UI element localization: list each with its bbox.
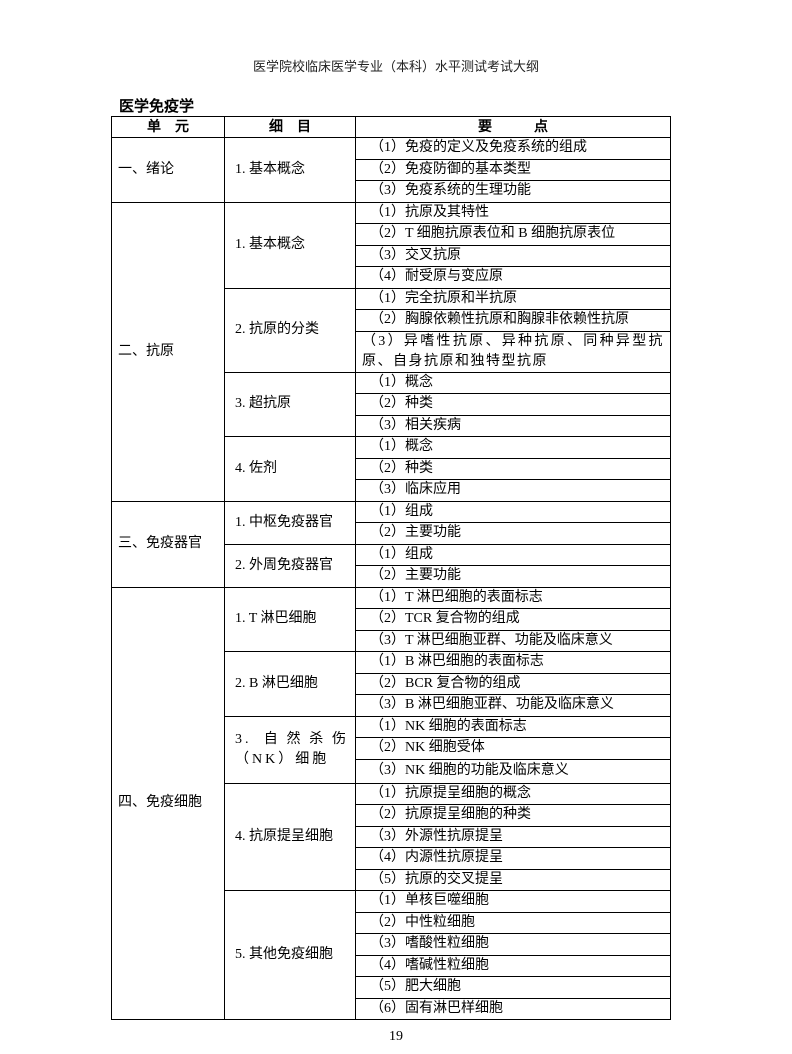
point-cell: （1）T 淋巴细胞的表面标志 (355, 586, 671, 609)
point-cell: （3）交叉抗原 (355, 244, 671, 267)
point-cell: （1）单核巨噬细胞 (355, 890, 671, 913)
point-cell: （6）固有淋巴样细胞 (355, 997, 671, 1020)
table-row: 3. 自然杀伤（NK）细胞 （1）NK 细胞的表面标志 (112, 715, 671, 784)
point-cell: （1）免疫的定义及免疫系统的组成 (355, 137, 671, 160)
item-cell: 3. 超抗原 (224, 371, 356, 437)
point-cell: （3）B 淋巴细胞亚群、功能及临床意义 (355, 694, 671, 717)
point-cell: （2）免疫防御的基本类型 (355, 158, 671, 181)
table-row: （2）BCR 复合物的组成 (112, 672, 671, 695)
point-cell: （2）主要功能 (355, 522, 671, 545)
table-row: （2）胸腺依赖性抗原和胸腺非依赖性抗原 (112, 309, 671, 332)
point-cell: （3）嗜酸性粒细胞 (355, 933, 671, 956)
table-row: （3）相关疾病 (112, 414, 671, 437)
syllabus-table: 单 元 细 目 要 点 一、绪论 1. 基本概念 （1）免疫的定义及免疫系统的组成（… (111, 116, 671, 1020)
point-cell: （4）内源性抗原提呈 (355, 847, 671, 870)
unit-cell: 四、免疫细胞 (111, 586, 225, 1020)
column-header-unit: 单 元 (111, 116, 225, 138)
column-header-item: 细 目 (224, 116, 356, 138)
point-cell: （1）抗原提呈细胞的概念 (355, 782, 671, 805)
point-cell: （2）TCR 复合物的组成 (355, 608, 671, 631)
table-row: （4）内源性抗原提呈 (112, 847, 671, 870)
table-row: （3）异嗜性抗原、异种抗原、同种异型抗原、自身抗原和独特型抗原 (112, 330, 671, 373)
point-cell: （3）异嗜性抗原、异种抗原、同种异型抗原、自身抗原和独特型抗原 (355, 330, 671, 373)
point-cell: （2）NK 细胞受体 (355, 737, 671, 760)
table-row: （4）耐受原与变应原 (112, 266, 671, 289)
point-cell: （2）主要功能 (355, 565, 671, 588)
running-header: 医学院校临床医学专业（本科）水平测试考试大纲 (252, 60, 539, 75)
point-cell: （1）组成 (355, 543, 671, 566)
item-cell: 4. 抗原提呈细胞 (224, 782, 356, 891)
point-cell: （3）相关疾病 (355, 414, 671, 437)
item-cell: 1. T 淋巴细胞 (224, 586, 356, 652)
item-cell: 2. B 淋巴细胞 (224, 651, 356, 717)
point-cell: （3）临床应用 (355, 479, 671, 502)
point-cell: （5）肥大细胞 (355, 976, 671, 999)
table-row: 三、免疫器官 1. 中枢免疫器官 （1）组成 (111, 500, 671, 588)
table-row: （3）嗜酸性粒细胞 (112, 933, 671, 956)
point-cell: （5）抗原的交叉提呈 (355, 868, 671, 891)
point-cell: （4）嗜碱性粒细胞 (355, 954, 671, 977)
point-cell: （1）抗原及其特性 (355, 201, 671, 224)
table-row: 4. 佐剂 （1）概念 (112, 436, 671, 502)
item-cell: 5. 其他免疫细胞 (224, 890, 356, 1020)
table-row: 2. 外周免疫器官 （1）组成 (112, 543, 671, 588)
table-row: （2）主要功能 (112, 522, 671, 545)
point-cell: （1）完全抗原和半抗原 (355, 287, 671, 310)
unit-cell: 一、绪论 (111, 137, 225, 203)
column-header-points: 要 点 (355, 116, 671, 138)
table-row: 4. 抗原提呈细胞 （1）抗原提呈细胞的概念 (112, 782, 671, 891)
item-cell: 1. 中枢免疫器官 (224, 500, 356, 545)
point-cell: （3）免疫系统的生理功能 (355, 180, 671, 203)
unit-cell: 二、抗原 (111, 201, 225, 502)
point-cell: （2）T 细胞抗原表位和 B 细胞抗原表位 (355, 223, 671, 246)
item-cell: 1. 基本概念 (224, 137, 356, 203)
point-cell: （1）概念 (355, 371, 671, 394)
point-cell: （1）NK 细胞的表面标志 (355, 715, 671, 738)
item-cell: 2. 抗原的分类 (224, 287, 356, 373)
table-row: 四、免疫细胞 1. T 淋巴细胞 （1）T 淋巴细胞的表面标志 (111, 586, 671, 1020)
point-cell: （1）概念 (355, 436, 671, 459)
point-cell: （1）B 淋巴细胞的表面标志 (355, 651, 671, 674)
table-row: 一、绪论 1. 基本概念 （1）免疫的定义及免疫系统的组成 (111, 137, 671, 203)
table-row: 二、抗原 1. 基本概念 （1）抗原及其特性 (111, 201, 671, 502)
item-cell: 4. 佐剂 (224, 436, 356, 502)
point-cell: （2）中性粒细胞 (355, 911, 671, 934)
point-cell: （2）BCR 复合物的组成 (355, 672, 671, 695)
point-cell: （1）组成 (355, 500, 671, 523)
table-row: （2）种类 (112, 393, 671, 416)
point-cell: （2）种类 (355, 457, 671, 480)
table-row: （3）NK 细胞的功能及临床意义 (112, 758, 671, 784)
unit-cell: 三、免疫器官 (111, 500, 225, 588)
item-cell: 1. 基本概念 (224, 201, 356, 289)
item-cell: 2. 外周免疫器官 (224, 543, 356, 588)
point-cell: （4）耐受原与变应原 (355, 266, 671, 289)
point-cell: （3）NK 细胞的功能及临床意义 (355, 758, 671, 784)
point-cell: （3）外源性抗原提呈 (355, 825, 671, 848)
page-number: 19 (389, 1029, 403, 1044)
point-cell: （2）种类 (355, 393, 671, 416)
table-header-row: 单 元 细 目 要 点 (111, 116, 671, 138)
item-cell: 3. 自然杀伤（NK）细胞 (224, 715, 356, 784)
point-cell: （3）T 淋巴细胞亚群、功能及临床意义 (355, 629, 671, 652)
point-cell: （2）胸腺依赖性抗原和胸腺非依赖性抗原 (355, 309, 671, 332)
table-row: （3）外源性抗原提呈 (112, 825, 671, 848)
table-row: 5. 其他免疫细胞 （1）单核巨噬细胞 (112, 890, 671, 1020)
point-cell: （2）抗原提呈细胞的种类 (355, 804, 671, 827)
table-row: （6）固有淋巴样细胞 (112, 997, 671, 1020)
section-title: 医学免疫学 (119, 97, 195, 115)
